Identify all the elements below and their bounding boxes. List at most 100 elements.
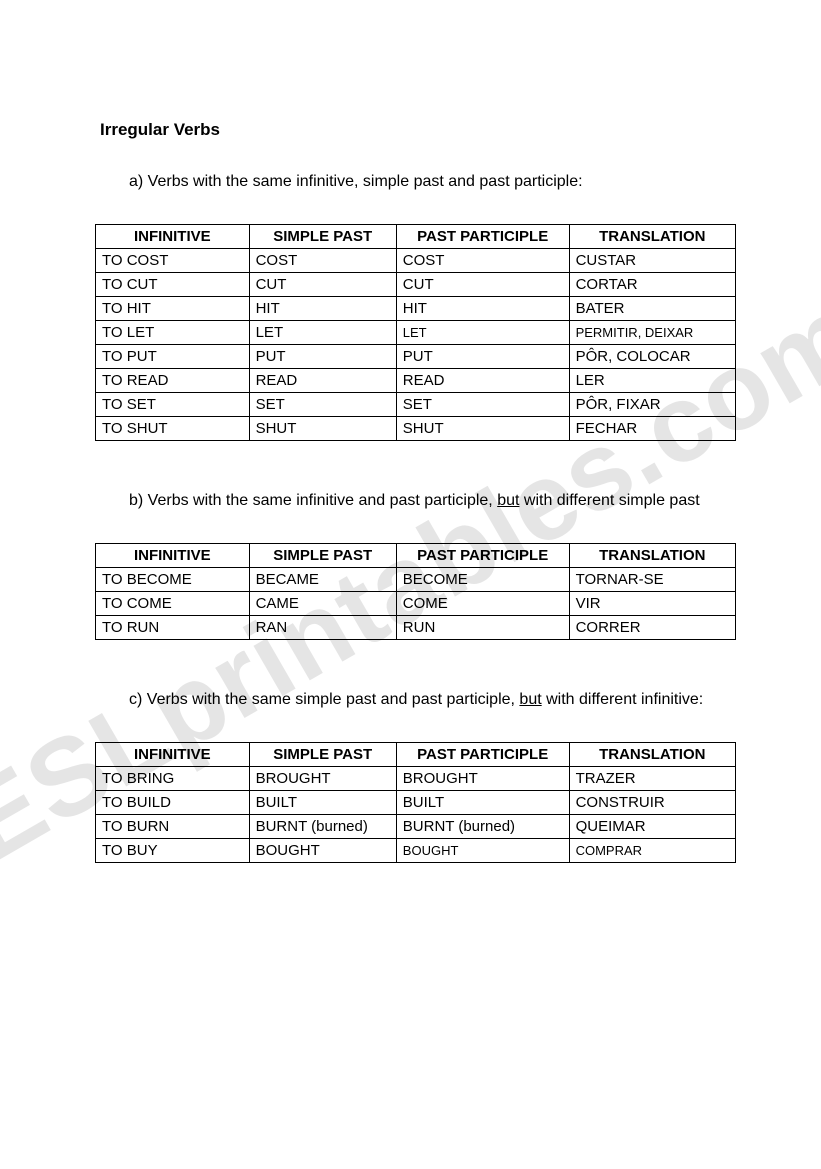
section-b-after: with different simple past <box>519 492 699 509</box>
table-row: TO LETLETLETPERMITIR, DEIXAR <box>96 321 736 345</box>
col-infinitive: INFINITIVE <box>96 743 250 767</box>
col-translation: TRANSLATION <box>569 743 735 767</box>
cell-past-participle: BECOME <box>396 568 569 592</box>
col-translation: TRANSLATION <box>569 544 735 568</box>
section-c-label: c) Verbs with the same simple past and p… <box>129 688 736 712</box>
cell-translation: BATER <box>569 297 735 321</box>
table-b: INFINITIVE SIMPLE PAST PAST PARTICIPLE T… <box>95 543 736 640</box>
table-b-body: TO BECOMEBECAMEBECOMETORNAR-SETO COMECAM… <box>96 568 736 640</box>
cell-infinitive: TO BUY <box>96 839 250 863</box>
cell-infinitive: TO BUILD <box>96 791 250 815</box>
table-row: TO BECOMEBECAMEBECOMETORNAR-SE <box>96 568 736 592</box>
cell-translation: PERMITIR, DEIXAR <box>569 321 735 345</box>
table-row: TO BUILDBUILTBUILTCONSTRUIR <box>96 791 736 815</box>
section-b-prefix: b) <box>129 492 148 509</box>
cell-simple-past: CAME <box>249 592 396 616</box>
cell-infinitive: TO SET <box>96 393 250 417</box>
page-title: Irregular Verbs <box>100 120 736 140</box>
cell-infinitive: TO RUN <box>96 616 250 640</box>
cell-simple-past: BROUGHT <box>249 767 396 791</box>
cell-simple-past: BURNT (burned) <box>249 815 396 839</box>
cell-infinitive: TO CUT <box>96 273 250 297</box>
cell-infinitive: TO BECOME <box>96 568 250 592</box>
cell-past-participle: COME <box>396 592 569 616</box>
cell-simple-past: RAN <box>249 616 396 640</box>
col-past-participle: PAST PARTICIPLE <box>396 743 569 767</box>
cell-translation: PÔR, FIXAR <box>569 393 735 417</box>
cell-past-participle: BOUGHT <box>396 839 569 863</box>
table-c-body: TO BRINGBROUGHTBROUGHTTRAZERTO BUILDBUIL… <box>96 767 736 863</box>
section-b-before: Verbs with the same infinitive and past … <box>148 492 498 509</box>
col-infinitive: INFINITIVE <box>96 544 250 568</box>
cell-simple-past: PUT <box>249 345 396 369</box>
cell-past-participle: SHUT <box>396 417 569 441</box>
col-translation: TRANSLATION <box>569 225 735 249</box>
table-row: TO SHUTSHUTSHUTFECHAR <box>96 417 736 441</box>
cell-past-participle: RUN <box>396 616 569 640</box>
col-simple-past: SIMPLE PAST <box>249 225 396 249</box>
table-row: TO CUTCUTCUTCORTAR <box>96 273 736 297</box>
section-c-after: with different infinitive: <box>542 691 704 708</box>
cell-infinitive: TO COME <box>96 592 250 616</box>
cell-simple-past: CUT <box>249 273 396 297</box>
cell-infinitive: TO PUT <box>96 345 250 369</box>
section-b-underlined: but <box>497 492 519 509</box>
cell-infinitive: TO BURN <box>96 815 250 839</box>
table-row: TO SETSETSETPÔR, FIXAR <box>96 393 736 417</box>
table-row: TO BUYBOUGHTBOUGHTCOMPRAR <box>96 839 736 863</box>
cell-translation: QUEIMAR <box>569 815 735 839</box>
cell-translation: FECHAR <box>569 417 735 441</box>
cell-simple-past: BOUGHT <box>249 839 396 863</box>
col-simple-past: SIMPLE PAST <box>249 743 396 767</box>
cell-translation: PÔR, COLOCAR <box>569 345 735 369</box>
table-row: TO BURNBURNT (burned)BURNT (burned)QUEIM… <box>96 815 736 839</box>
cell-simple-past: BUILT <box>249 791 396 815</box>
cell-simple-past: COST <box>249 249 396 273</box>
cell-past-participle: SET <box>396 393 569 417</box>
cell-past-participle: BROUGHT <box>396 767 569 791</box>
section-c-underlined: but <box>519 691 541 708</box>
table-header-row: INFINITIVE SIMPLE PAST PAST PARTICIPLE T… <box>96 743 736 767</box>
cell-past-participle: LET <box>396 321 569 345</box>
col-past-participle: PAST PARTICIPLE <box>396 225 569 249</box>
cell-past-participle: HIT <box>396 297 569 321</box>
cell-translation: COMPRAR <box>569 839 735 863</box>
table-row: TO BRINGBROUGHTBROUGHTTRAZER <box>96 767 736 791</box>
cell-translation: CONSTRUIR <box>569 791 735 815</box>
cell-translation: CORTAR <box>569 273 735 297</box>
cell-infinitive: TO COST <box>96 249 250 273</box>
table-row: TO PUTPUTPUTPÔR, COLOCAR <box>96 345 736 369</box>
section-a-prefix: a) <box>129 173 148 190</box>
cell-translation: VIR <box>569 592 735 616</box>
cell-past-participle: PUT <box>396 345 569 369</box>
cell-past-participle: BUILT <box>396 791 569 815</box>
cell-past-participle: CUT <box>396 273 569 297</box>
table-row: TO HITHITHITBATER <box>96 297 736 321</box>
cell-translation: CUSTAR <box>569 249 735 273</box>
table-header-row: INFINITIVE SIMPLE PAST PAST PARTICIPLE T… <box>96 225 736 249</box>
table-row: TO COSTCOSTCOSTCUSTAR <box>96 249 736 273</box>
cell-simple-past: READ <box>249 369 396 393</box>
table-row: TO READREADREADLER <box>96 369 736 393</box>
section-a-label: a) Verbs with the same infinitive, simpl… <box>129 170 736 194</box>
cell-infinitive: TO HIT <box>96 297 250 321</box>
cell-translation: CORRER <box>569 616 735 640</box>
cell-simple-past: SET <box>249 393 396 417</box>
cell-past-participle: READ <box>396 369 569 393</box>
document-page: ESLprintables.com Irregular Verbs a) Ver… <box>0 0 821 1169</box>
cell-translation: TORNAR-SE <box>569 568 735 592</box>
section-c-before: Verbs with the same simple past and past… <box>147 691 520 708</box>
cell-translation: LER <box>569 369 735 393</box>
table-row: TO COMECAMECOMEVIR <box>96 592 736 616</box>
section-b-label: b) Verbs with the same infinitive and pa… <box>129 489 736 513</box>
cell-simple-past: SHUT <box>249 417 396 441</box>
cell-infinitive: TO BRING <box>96 767 250 791</box>
col-simple-past: SIMPLE PAST <box>249 544 396 568</box>
table-c: INFINITIVE SIMPLE PAST PAST PARTICIPLE T… <box>95 742 736 863</box>
table-header-row: INFINITIVE SIMPLE PAST PAST PARTICIPLE T… <box>96 544 736 568</box>
cell-simple-past: BECAME <box>249 568 396 592</box>
cell-infinitive: TO READ <box>96 369 250 393</box>
table-row: TO RUNRANRUNCORRER <box>96 616 736 640</box>
cell-past-participle: COST <box>396 249 569 273</box>
cell-simple-past: LET <box>249 321 396 345</box>
